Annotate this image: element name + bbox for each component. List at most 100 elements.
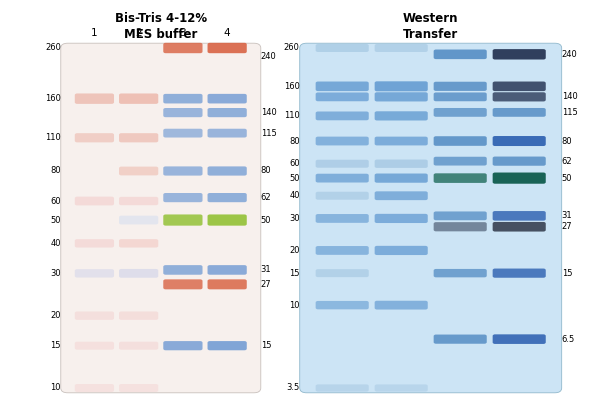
Text: 20: 20 — [289, 246, 300, 255]
FancyBboxPatch shape — [163, 166, 202, 176]
Text: Western
Transfer: Western Transfer — [403, 12, 458, 41]
FancyBboxPatch shape — [493, 49, 546, 60]
FancyBboxPatch shape — [119, 312, 158, 320]
Text: 30: 30 — [289, 214, 300, 223]
Text: 160: 160 — [284, 82, 300, 91]
FancyBboxPatch shape — [119, 384, 158, 392]
FancyBboxPatch shape — [375, 111, 428, 120]
Text: 40: 40 — [289, 191, 300, 200]
FancyBboxPatch shape — [434, 334, 487, 344]
FancyBboxPatch shape — [208, 341, 247, 350]
FancyBboxPatch shape — [208, 193, 247, 202]
FancyBboxPatch shape — [375, 174, 428, 183]
FancyBboxPatch shape — [163, 193, 202, 202]
Text: 4: 4 — [224, 28, 231, 38]
FancyBboxPatch shape — [119, 94, 158, 104]
Text: 40: 40 — [50, 239, 61, 248]
FancyBboxPatch shape — [208, 108, 247, 117]
FancyBboxPatch shape — [316, 214, 369, 223]
Text: 50: 50 — [562, 174, 572, 183]
FancyBboxPatch shape — [375, 44, 428, 52]
FancyBboxPatch shape — [119, 239, 158, 248]
FancyBboxPatch shape — [119, 197, 158, 205]
FancyBboxPatch shape — [163, 279, 202, 289]
FancyBboxPatch shape — [208, 214, 247, 226]
Text: 62: 62 — [562, 157, 572, 166]
Text: 1: 1 — [91, 28, 98, 38]
Text: 2: 2 — [135, 28, 142, 38]
FancyBboxPatch shape — [493, 268, 546, 278]
FancyBboxPatch shape — [316, 137, 369, 146]
Text: 140: 140 — [261, 108, 277, 117]
FancyBboxPatch shape — [316, 44, 369, 52]
FancyBboxPatch shape — [316, 192, 369, 200]
Text: 80: 80 — [261, 166, 271, 176]
FancyBboxPatch shape — [316, 82, 369, 91]
FancyBboxPatch shape — [316, 384, 369, 392]
FancyBboxPatch shape — [208, 279, 247, 289]
FancyBboxPatch shape — [75, 342, 114, 350]
FancyBboxPatch shape — [434, 82, 487, 91]
FancyBboxPatch shape — [316, 269, 369, 277]
FancyBboxPatch shape — [163, 43, 202, 53]
Text: 50: 50 — [50, 216, 61, 224]
FancyBboxPatch shape — [316, 174, 369, 182]
Text: 3: 3 — [179, 28, 186, 38]
FancyBboxPatch shape — [75, 94, 114, 104]
FancyBboxPatch shape — [375, 137, 428, 146]
Text: 80: 80 — [50, 166, 61, 176]
Text: 15: 15 — [50, 341, 61, 350]
FancyBboxPatch shape — [119, 269, 158, 278]
Text: 115: 115 — [261, 129, 277, 138]
FancyBboxPatch shape — [75, 197, 114, 206]
FancyBboxPatch shape — [75, 384, 114, 392]
FancyBboxPatch shape — [316, 301, 369, 309]
FancyBboxPatch shape — [75, 133, 114, 142]
Text: 31: 31 — [261, 266, 271, 274]
Text: 140: 140 — [562, 92, 578, 101]
Text: 10: 10 — [289, 301, 300, 310]
FancyBboxPatch shape — [434, 136, 487, 146]
FancyBboxPatch shape — [163, 129, 202, 138]
FancyBboxPatch shape — [493, 172, 546, 184]
Text: 60: 60 — [289, 159, 300, 168]
Text: 10: 10 — [50, 384, 61, 392]
Text: 115: 115 — [562, 108, 578, 117]
FancyBboxPatch shape — [163, 108, 202, 117]
FancyBboxPatch shape — [493, 108, 546, 117]
Text: 160: 160 — [45, 94, 61, 103]
FancyBboxPatch shape — [119, 166, 158, 175]
FancyBboxPatch shape — [434, 50, 487, 59]
Text: 80: 80 — [289, 136, 300, 146]
Text: 240: 240 — [562, 50, 578, 59]
FancyBboxPatch shape — [316, 112, 369, 120]
Text: 20: 20 — [50, 311, 61, 320]
FancyBboxPatch shape — [208, 94, 247, 104]
FancyBboxPatch shape — [493, 334, 546, 344]
Text: 27: 27 — [562, 222, 572, 231]
FancyBboxPatch shape — [163, 94, 202, 104]
FancyBboxPatch shape — [375, 81, 428, 91]
Text: 15: 15 — [289, 269, 300, 278]
FancyBboxPatch shape — [493, 92, 546, 102]
Text: 260: 260 — [284, 44, 300, 52]
FancyBboxPatch shape — [434, 269, 487, 277]
FancyBboxPatch shape — [316, 160, 369, 168]
FancyBboxPatch shape — [61, 43, 261, 393]
FancyBboxPatch shape — [208, 166, 247, 176]
Text: Bis-Tris 4-12%
MES buffer: Bis-Tris 4-12% MES buffer — [114, 12, 207, 41]
FancyBboxPatch shape — [75, 269, 114, 278]
FancyBboxPatch shape — [375, 160, 428, 168]
Text: 30: 30 — [50, 269, 61, 278]
FancyBboxPatch shape — [493, 82, 546, 91]
Text: 60: 60 — [50, 196, 61, 206]
Text: 50: 50 — [289, 174, 300, 183]
FancyBboxPatch shape — [375, 246, 428, 255]
FancyBboxPatch shape — [208, 129, 247, 138]
FancyBboxPatch shape — [163, 214, 202, 226]
FancyBboxPatch shape — [163, 341, 202, 350]
FancyBboxPatch shape — [434, 92, 487, 101]
Text: 3.5: 3.5 — [287, 384, 300, 392]
Text: 62: 62 — [261, 193, 271, 202]
Text: 15: 15 — [562, 269, 572, 278]
